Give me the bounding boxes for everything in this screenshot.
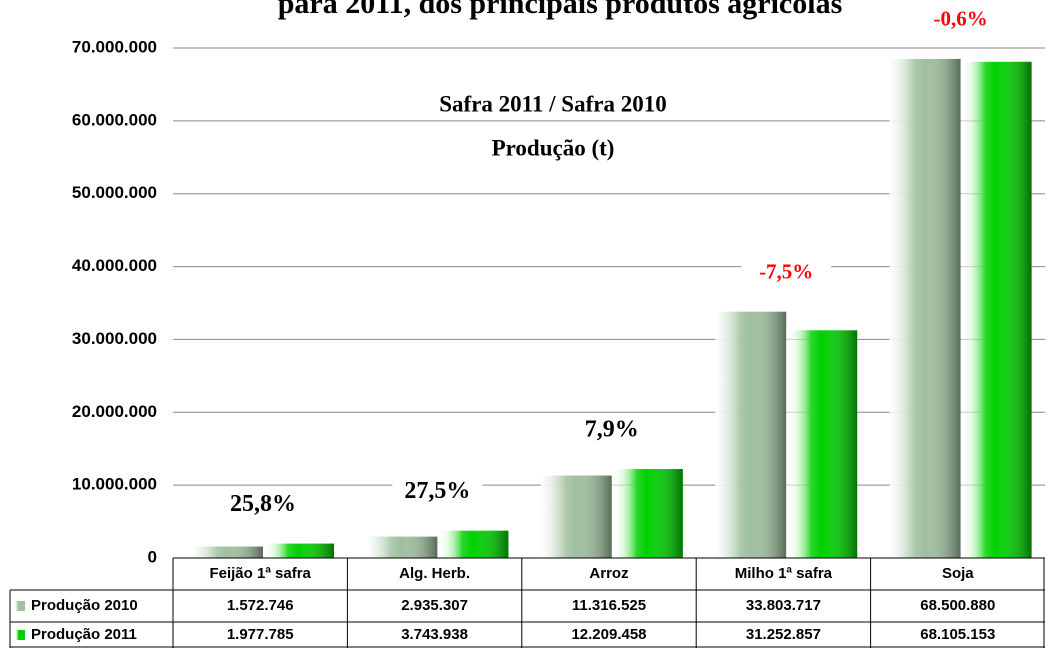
bar bbox=[366, 536, 438, 558]
table-value: 68.500.880 bbox=[920, 597, 995, 614]
bar bbox=[889, 58, 961, 559]
table-value: 3.743.938 bbox=[401, 626, 468, 643]
y-tick-label: 60.000.000 bbox=[72, 110, 157, 129]
y-tick-label: 20.000.000 bbox=[72, 402, 157, 421]
table-value: 33.803.717 bbox=[746, 597, 821, 614]
bar bbox=[786, 330, 858, 558]
change-label: -0,6% bbox=[933, 7, 987, 31]
legend-label: Produção 2011 bbox=[31, 626, 137, 643]
change-label: 27,5% bbox=[404, 478, 470, 504]
bar bbox=[192, 546, 263, 558]
bar bbox=[263, 543, 334, 558]
table-value: 2.935.307 bbox=[401, 597, 468, 614]
legend-swatch bbox=[15, 601, 25, 611]
table-value: 12.209.458 bbox=[571, 626, 646, 643]
table-value: 11.316.525 bbox=[572, 597, 646, 614]
x-tick-label: Arroz bbox=[589, 565, 628, 582]
y-tick-label: 70.000.000 bbox=[72, 37, 157, 56]
y-tick-label: 50.000.000 bbox=[72, 183, 157, 202]
bar bbox=[540, 475, 612, 558]
table-value: 1.977.785 bbox=[227, 626, 294, 643]
x-tick-label: Soja bbox=[942, 565, 974, 582]
bar bbox=[960, 61, 1032, 559]
bar bbox=[715, 311, 787, 558]
change-label: -7,5% bbox=[759, 260, 813, 284]
annotation: Produção (t) bbox=[492, 135, 615, 160]
table-value: 68.105.153 bbox=[920, 626, 995, 643]
bar bbox=[437, 530, 509, 558]
table-value: 31.252.857 bbox=[746, 626, 821, 643]
legend-label: Produção 2010 bbox=[31, 597, 138, 614]
x-tick-label: Alg. Herb. bbox=[399, 565, 470, 582]
y-tick-label: 40.000.000 bbox=[72, 256, 157, 275]
bar bbox=[611, 469, 683, 558]
chart-title: para 2011, dos principais produtos agríc… bbox=[278, 0, 843, 20]
legend-swatch bbox=[15, 630, 25, 640]
table-value: 1.572.746 bbox=[227, 597, 294, 614]
y-tick-label: 30.000.000 bbox=[72, 329, 157, 348]
change-label: 25,8% bbox=[230, 491, 296, 517]
y-tick-label: 10.000.000 bbox=[72, 475, 157, 494]
x-tick-label: Milho 1ª safra bbox=[735, 565, 833, 582]
change-label: 7,9% bbox=[585, 417, 639, 443]
y-tick-label: 0 bbox=[148, 547, 157, 566]
x-tick-label: Feijão 1ª safra bbox=[209, 565, 311, 582]
annotation: Safra 2011 / Safra 2010 bbox=[439, 91, 666, 116]
